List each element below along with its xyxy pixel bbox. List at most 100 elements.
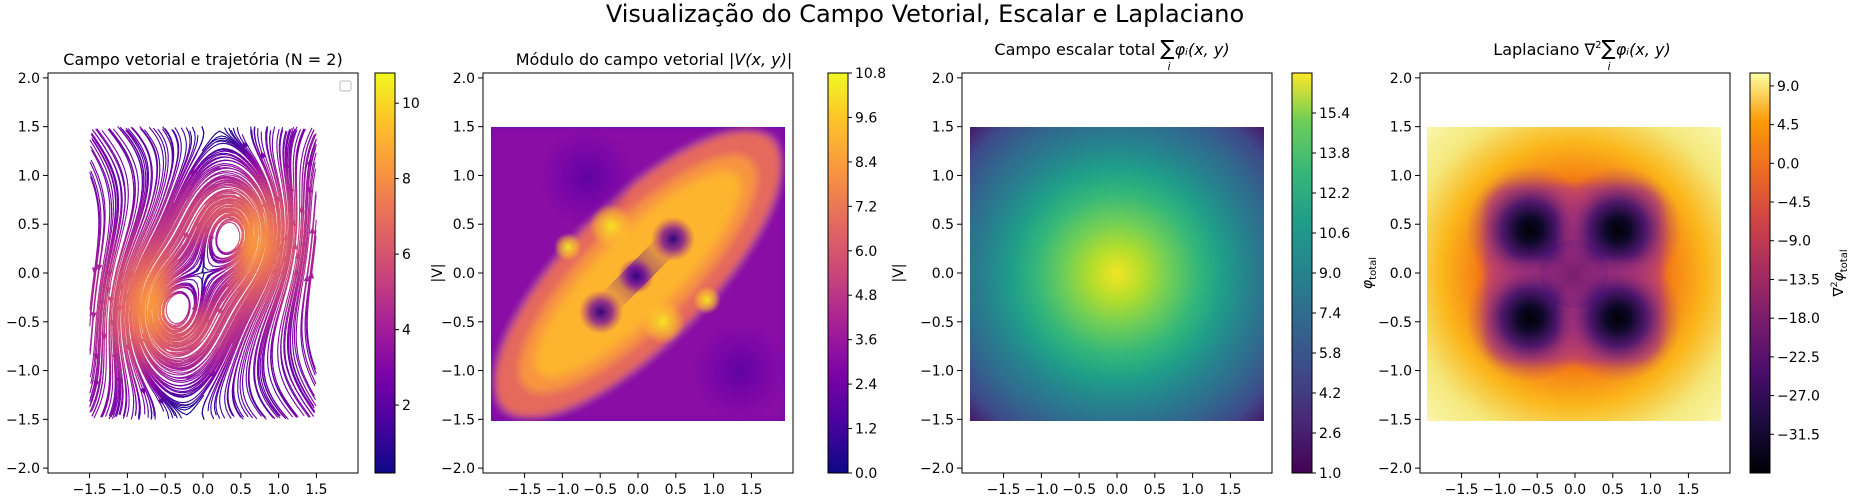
streamline-segment [172,332,178,335]
streamline-segment [150,362,155,368]
streamline-segment [115,401,118,409]
streamline-segment [172,176,176,183]
streamline-segment [168,135,172,142]
streamline-segment [198,154,204,160]
streamline-segment [98,132,103,139]
streamline-segment [119,250,122,258]
streamline-segment [110,184,113,192]
streamline-segment [122,131,127,138]
streamline-segment [132,373,135,380]
streamline-segment [127,404,130,412]
streamline-segment [171,405,176,411]
streamline-segment [142,150,146,157]
streamline-segment [115,223,118,231]
streamline-segment [108,278,111,286]
streamline-segment [114,302,117,310]
streamline-segment [125,129,130,136]
streamline-segment [111,240,114,248]
streamline-segment [135,217,139,225]
streamline-segment [95,133,100,139]
streamline-segment [102,199,104,207]
streamline-segment [90,307,93,315]
streamline-segment [157,152,160,160]
streamline-segment [103,163,107,170]
streamline-segment [105,168,109,175]
streamline-segment [118,217,121,225]
streamline-segment [106,263,109,271]
streamline-segment [139,211,143,218]
streamline-segment [112,255,116,263]
streamline-segment [89,406,93,413]
streamline-segment [111,300,114,308]
streamline-segment [190,377,197,381]
streamline-segment [134,245,138,253]
streamline-segment [208,143,214,148]
streamline-segment [122,210,125,218]
streamline-segment [133,378,137,386]
streamline-segment [146,238,150,245]
streamline-segment [113,272,117,280]
streamline-segment [101,377,104,385]
streamline-segment [192,162,197,169]
streamline-segment [146,136,151,143]
streamline-segment [94,363,96,371]
streamline-segment [192,143,196,151]
streamline-segment [151,228,155,235]
streamline-segment [118,361,121,369]
streamline-segment [199,207,204,214]
streamline-segment [113,299,116,307]
streamline-segment [166,166,169,173]
streamline-segment [140,230,145,237]
streamline-segment [121,275,124,283]
streamline-segment [144,353,149,359]
streamline-segment [95,390,99,397]
streamline-segment [114,250,117,257]
streamline-segment [177,140,180,148]
streamline-segment [121,379,124,387]
streamline-segment [137,227,141,234]
streamline-segment [123,167,127,174]
streamline-segment [113,229,116,237]
streamline-segment [116,346,119,354]
streamline-segment [97,146,102,153]
streamline-segment [111,150,116,157]
streamline-segment [91,321,94,328]
streamline-segment [112,263,116,271]
streamline-segment [127,222,131,229]
streamline-segment [116,159,121,167]
streamline-segment [127,233,130,241]
streamline-segment [138,385,142,392]
streamline-segment [134,248,138,255]
streamline-segment [97,142,102,149]
streamline-segment [147,153,151,161]
streamline-segment [97,245,99,253]
streamline-segment [136,212,140,220]
streamline-segment [148,233,153,240]
streamline-segment [96,193,99,201]
streamline-segment [186,179,191,186]
streamline-segment [98,137,103,144]
streamline-segment [110,404,114,411]
streamline-segment [157,140,162,147]
streamline-segment [170,411,174,419]
streamline-segment [97,294,100,302]
streamline-segment [171,410,176,417]
streamline-segment [162,201,166,208]
streamline-segment [171,160,173,168]
streamline-segment [117,177,121,184]
streamline-segment [91,405,95,412]
streamline-segment [117,141,122,148]
streamline-segment [153,188,156,196]
streamline-segment [147,380,152,386]
streamline-arrow [118,283,125,292]
streamline-segment [176,138,179,146]
streamline-segment [115,394,118,401]
streamline-segment [126,246,130,254]
streamline-segment [190,149,194,156]
streamline-segment [108,186,111,194]
streamline-segment [159,206,164,213]
streamline-segment [105,253,108,261]
streamline-segment [124,212,128,220]
streamline-segment [116,233,119,241]
streamline-segment [101,137,106,143]
